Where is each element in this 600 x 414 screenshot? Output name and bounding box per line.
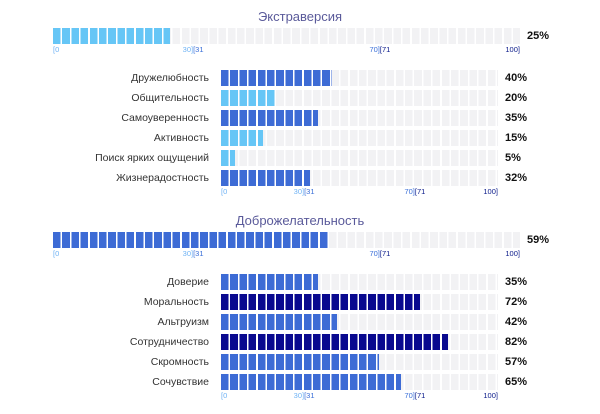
facet-bar — [221, 130, 498, 146]
facet-bar-fill — [221, 110, 318, 126]
axis-label-start-high: [71 — [379, 45, 391, 54]
facet-bar-fill — [221, 130, 263, 146]
facet-bar — [221, 90, 498, 106]
axis-label-end: 100] — [505, 249, 520, 258]
facet-bar-fill — [221, 354, 379, 370]
facet-bar-fill — [221, 90, 277, 106]
facet-percent: 57% — [505, 356, 528, 368]
overall-percent: 59% — [527, 234, 550, 246]
facet-bar-fill — [221, 170, 310, 186]
facet-percent: 82% — [505, 336, 528, 348]
facet-percent: 42% — [505, 316, 528, 328]
axis-label-start: [0 — [53, 249, 60, 258]
facet-label: Поиск ярких ощущений — [95, 152, 209, 164]
overall-bar — [53, 28, 520, 44]
facet-label: Жизнерадостность — [116, 172, 209, 184]
axis-label-start: [0 — [221, 391, 228, 400]
facet-label: Самоуверенность — [121, 112, 209, 124]
facet-percent: 72% — [505, 296, 528, 308]
axis-label-start-mid: [31 — [304, 187, 315, 196]
axis-label-start-high: [71 — [379, 249, 391, 258]
overall-bar-fill — [53, 28, 170, 44]
facet-percent: 20% — [505, 92, 528, 104]
facet-bar — [221, 334, 498, 350]
facet-axis: [0 30] [31 70] [71 100] — [221, 391, 498, 401]
axis-label-end: 100] — [505, 45, 520, 54]
facet-bar-fill — [221, 274, 318, 290]
axis-label-end-mid: 70] — [369, 249, 380, 258]
section-title: Доброжелательность — [235, 213, 365, 228]
facet-percent: 65% — [505, 376, 528, 388]
facet-percent: 35% — [505, 112, 528, 124]
axis-label-start: [0 — [53, 45, 60, 54]
facet-bar-segments — [221, 150, 498, 166]
facet-bar — [221, 70, 498, 86]
facet-bar — [221, 354, 498, 370]
axis-label-end-low: 30] — [293, 391, 305, 400]
facet-bar-fill — [221, 334, 449, 350]
facet-label: Моральность — [143, 296, 209, 308]
axis-label-start-mid: [31 — [193, 45, 204, 54]
facet-bar-segments — [221, 130, 498, 146]
axis-label-end-mid: 70] — [404, 391, 415, 400]
axis-label-end-mid: 70] — [369, 45, 380, 54]
overall-bar — [53, 232, 520, 248]
facet-label: Общительность — [131, 92, 209, 104]
facet-bar — [221, 374, 498, 390]
axis-label-end-mid: 70] — [404, 187, 415, 196]
facet-bar-fill — [221, 150, 235, 166]
facet-label: Скромность — [150, 356, 209, 368]
facet-label: Сочувствие — [152, 376, 209, 388]
axis-label-end-low: 30] — [182, 249, 194, 258]
facet-label: Сотрудничество — [129, 336, 209, 348]
axis-label-start-mid: [31 — [304, 391, 315, 400]
overall-bar-fill — [53, 232, 329, 248]
facet-bar — [221, 150, 498, 166]
axis-label-end: 100] — [483, 391, 498, 400]
facet-bar — [221, 110, 498, 126]
facet-bar-fill — [221, 294, 421, 310]
axis-label-end: 100] — [483, 187, 498, 196]
facet-label: Дружелюбность — [131, 72, 209, 84]
facet-bar-fill — [221, 70, 332, 86]
facet-percent: 32% — [505, 172, 528, 184]
overall-percent: 25% — [527, 30, 550, 42]
overall-axis: [0 30] [31 70] [71 100] — [53, 45, 520, 55]
axis-label-start-mid: [31 — [193, 249, 204, 258]
facet-bar-fill — [221, 374, 402, 390]
axis-label-end-low: 30] — [293, 187, 305, 196]
axis-label-start-high: [71 — [414, 187, 426, 196]
facet-bar — [221, 274, 498, 290]
facet-percent: 15% — [505, 132, 528, 144]
facet-percent: 35% — [505, 276, 528, 288]
axis-label-end-low: 30] — [182, 45, 194, 54]
facet-label: Альтруизм — [157, 316, 209, 328]
axis-label-start-high: [71 — [414, 391, 426, 400]
facet-bar — [221, 170, 498, 186]
overall-axis: [0 30] [31 70] [71 100] — [53, 249, 520, 259]
facet-bar-fill — [221, 314, 338, 330]
axis-label-start: [0 — [221, 187, 228, 196]
facet-percent: 40% — [505, 72, 528, 84]
facet-percent: 5% — [505, 152, 521, 164]
facet-label: Доверие — [167, 276, 209, 288]
section-title: Экстраверсия — [257, 9, 343, 24]
facet-label: Активность — [153, 132, 209, 144]
facet-bar — [221, 314, 498, 330]
facet-axis: [0 30] [31 70] [71 100] — [221, 187, 498, 197]
facet-bar — [221, 294, 498, 310]
